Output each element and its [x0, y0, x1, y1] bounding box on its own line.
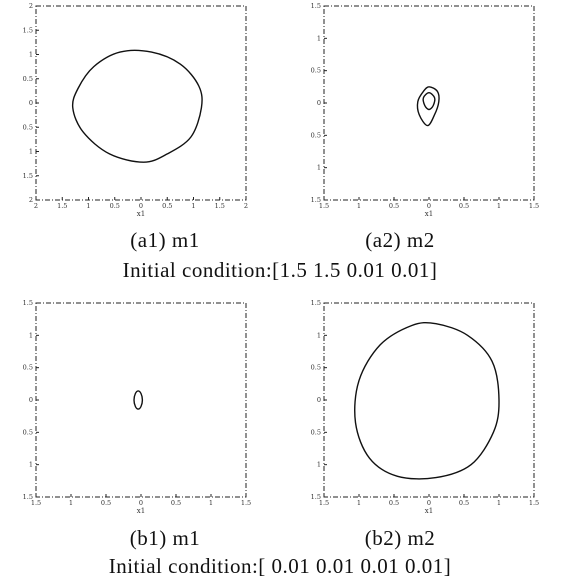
x-tick-label: 0	[427, 202, 431, 210]
chart-svg-b2: 1.5 1 0.5 0 0.5 1 1.51.510.500.511.5x1	[311, 299, 540, 515]
x-tick-label: 1	[86, 202, 90, 210]
chart-a2: 1.5 1 0.5 0 0.5 1 1.5 1.5 1 0.5 0 0.5 1 1.5 x1	[308, 0, 540, 218]
y-tick-label: 1.5	[23, 299, 33, 307]
y-tick-label: 0.5	[23, 123, 33, 131]
y-tick-label: 0.5	[311, 428, 321, 436]
y-tick-label: 0.5	[23, 364, 33, 372]
y-tick-label: 0.5	[23, 75, 33, 83]
x-tick-label: 2	[34, 202, 38, 210]
y-tick-label: 2	[29, 2, 33, 10]
y-tick-label: 1	[317, 34, 321, 42]
x-tick-label: 0.5	[459, 499, 469, 507]
caption-a1: (a1) m1	[130, 228, 200, 252]
y-tick-label: 0	[317, 99, 321, 107]
x-tick-label: 1.5	[241, 499, 251, 507]
y-tick-label: 1	[29, 461, 33, 469]
x-tick-label: 2	[244, 202, 248, 210]
x-tick-label: 0.5	[171, 499, 181, 507]
trajectory-curve-b1-0	[133, 390, 144, 410]
y-tick-label: 0	[317, 396, 321, 404]
y-tick-label: 1	[29, 331, 33, 339]
plot-frame	[323, 5, 535, 201]
x-tick-label: 1.5	[529, 499, 539, 507]
x-tick-label: 0	[139, 202, 143, 210]
x-axis-label: x1	[425, 210, 433, 218]
trajectory-curve-a1-0	[71, 49, 203, 163]
x-tick-label: 0.5	[389, 499, 399, 507]
y-tick-label: 1.5	[311, 299, 321, 307]
x-tick-label: 1	[191, 202, 195, 210]
trajectory-curve-a2-0	[416, 86, 440, 127]
x-tick-label: 1	[69, 499, 73, 507]
y-tick-label: 1.5	[23, 26, 33, 34]
x-tick-label: 0.5	[459, 202, 469, 210]
x-axis-label: x1	[137, 507, 145, 515]
y-tick-label: 1	[317, 164, 321, 172]
chart-b1: 1.5 1 0.5 0 0.5 1 1.5 1.5 1 0.5 0 0.5 1 1.5 x1	[20, 297, 252, 515]
x-tick-label: 1.5	[529, 202, 539, 210]
initial-condition-b: Initial condition:[ 0.01 0.01 0.01 0.01]	[108, 554, 452, 578]
x-tick-label: 1	[497, 202, 501, 210]
x-tick-label: 1	[497, 499, 501, 507]
y-tick-label: 0.5	[311, 67, 321, 75]
y-tick-label: 1.5	[23, 172, 33, 180]
chart-a1: 2 1.5 1 0.5 0 0.5 1 1.5 2 2 1.5 1 0.5 0 0.5 1 1.5 2 x1	[20, 0, 250, 218]
y-tick-label: 2	[29, 196, 33, 204]
initial-condition-a: Initial condition:[1.5 1.5 0.01 0.01]	[122, 258, 438, 282]
x-tick-label: 1.5	[57, 202, 67, 210]
x-tick-label: 1	[357, 499, 361, 507]
y-tick-label: 1	[29, 148, 33, 156]
chart-b2: 1.5 1 0.5 0 0.5 1 1.5 1.5 1 0.5 0 0.5 1 1.5 x1	[308, 297, 540, 515]
y-tick-label: 1	[29, 51, 33, 59]
y-tick-label: 1	[317, 461, 321, 469]
y-tick-label: 0	[29, 99, 33, 107]
x-tick-label: 1	[357, 202, 361, 210]
x-tick-label: 1	[209, 499, 213, 507]
y-tick-label: 1.5	[23, 493, 33, 501]
x-tick-label: 0	[427, 499, 431, 507]
caption-b2: (b2) m2	[364, 526, 436, 550]
y-tick-label: 1.5	[311, 2, 321, 10]
x-tick-label: 0	[139, 499, 143, 507]
y-tick-label: 1.5	[311, 196, 321, 204]
x-axis-label: x1	[137, 210, 145, 218]
y-tick-label: 0	[29, 396, 33, 404]
y-tick-label: 1.5	[311, 493, 321, 501]
x-tick-label: 0.5	[110, 202, 120, 210]
x-tick-label: 0.5	[389, 202, 399, 210]
x-tick-label: 1.5	[319, 202, 329, 210]
x-tick-label: 0.5	[101, 499, 111, 507]
chart-svg-b1: 1.5 1 0.5 0 0.5 1 1.51.510.500.511.5x1	[23, 299, 252, 515]
x-axis-label: x1	[425, 507, 433, 515]
caption-b1: (b1) m1	[129, 526, 201, 550]
y-tick-label: 0.5	[23, 428, 33, 436]
y-tick-label: 1	[317, 331, 321, 339]
trajectory-curve-b2-0	[354, 321, 500, 480]
caption-a2: (a2) m2	[365, 228, 435, 252]
x-tick-label: 1.5	[319, 499, 329, 507]
plot-frame	[35, 302, 247, 498]
chart-svg-a2: 1.5 1 0.5 0 0.5 1 1.51.510.500.511.5x1	[311, 2, 540, 218]
x-tick-label: 1.5	[31, 499, 41, 507]
plot-frame	[35, 5, 247, 201]
x-tick-label: 1.5	[215, 202, 225, 210]
trajectory-curve-a2-1	[422, 92, 436, 111]
y-tick-label: 0.5	[311, 131, 321, 139]
x-tick-label: 0.5	[162, 202, 172, 210]
y-tick-label: 0.5	[311, 364, 321, 372]
